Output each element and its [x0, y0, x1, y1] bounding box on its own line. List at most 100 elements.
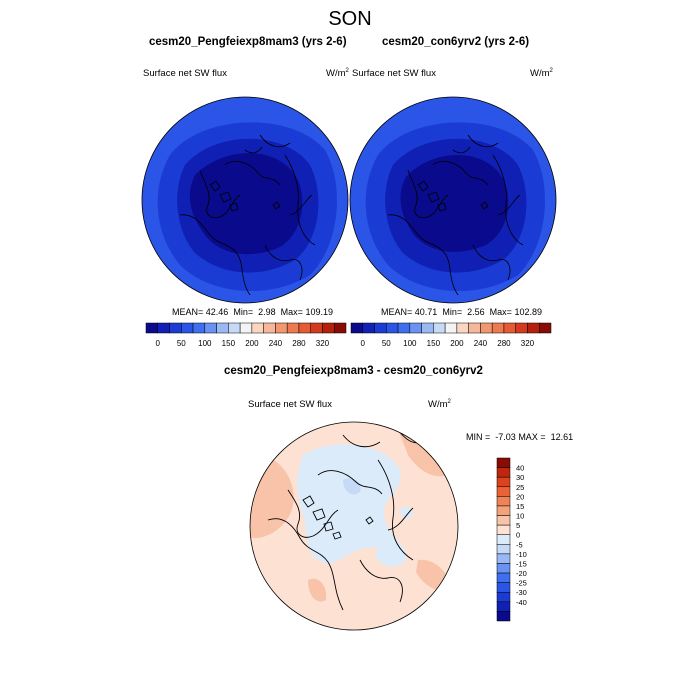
- colorbar-swatch: [239, 322, 253, 334]
- colorbar-swatch: [275, 322, 288, 334]
- colorbar-swatch: [496, 515, 511, 526]
- colorbar-swatch: [496, 563, 511, 574]
- colorbar-swatch: [228, 322, 241, 334]
- colorbar-tick-label: 20: [516, 492, 524, 501]
- colorbar-swatch: [527, 322, 540, 334]
- colorbar-swatch: [145, 322, 159, 334]
- diff-panel-title: cesm20_Pengfeiexp8mam3 - cesm20_con6yrv2: [224, 365, 483, 377]
- colorbar-tick-label: 240: [269, 339, 283, 348]
- diff-panel-units: W/m2: [428, 399, 451, 411]
- colorbar-swatch: [251, 322, 264, 334]
- colorbar-swatch: [496, 544, 511, 555]
- colorbar-swatch: [362, 322, 375, 334]
- colorbar-tick-label: 150: [222, 339, 236, 348]
- colorbar-swatch: [496, 572, 511, 583]
- colorbar-swatch: [397, 322, 411, 334]
- colorbar-swatch: [496, 524, 511, 535]
- colorbar-swatch: [496, 457, 511, 468]
- colorbar-tick-label: -30: [516, 588, 527, 597]
- colorbar-swatch: [322, 322, 335, 334]
- panel-2-polar-map: [349, 96, 557, 304]
- colorbar-swatch: [468, 322, 481, 334]
- colorbar-tick-label: -25: [516, 579, 527, 588]
- colorbar-swatch: [444, 322, 458, 334]
- colorbar-swatch: [350, 322, 364, 334]
- figure-title: SON: [328, 8, 372, 30]
- colorbar-swatch: [374, 322, 387, 334]
- colorbar-swatch: [409, 322, 422, 334]
- panel-1-stats: MEAN= 42.46 Min= 2.98 Max= 109.19: [172, 307, 333, 317]
- colorbar-tick-label: 15: [516, 502, 524, 511]
- colorbar-tick-label: -15: [516, 559, 527, 568]
- colorbar-tick-label: 280: [292, 339, 306, 348]
- colorbar-swatch: [496, 467, 511, 478]
- panel-2-title: cesm20_con6yrv2 (yrs 2-6): [382, 36, 530, 48]
- colorbar-tick-label: 100: [403, 339, 417, 348]
- colorbar-swatch: [204, 322, 217, 334]
- panel-2-units: W/m2: [530, 68, 553, 80]
- panel-1-variable-label: Surface net SW flux: [143, 68, 227, 79]
- diff-panel-stats: MIN = -7.03 MAX = 12.61: [466, 432, 574, 442]
- colorbar-tick-label: 50: [177, 339, 186, 348]
- colorbar-tick-label: -40: [516, 598, 527, 607]
- colorbar-swatch: [515, 322, 528, 334]
- colorbar-swatch: [421, 322, 434, 334]
- diff-polar-map: [249, 421, 459, 631]
- colorbar-swatch: [286, 322, 300, 334]
- colorbar-tick-label: -10: [516, 550, 527, 559]
- colorbar-swatch: [433, 322, 446, 334]
- colorbar-tick-label: 200: [245, 339, 259, 348]
- colorbar-tick-label: 240: [474, 339, 488, 348]
- colorbar-swatch: [169, 322, 182, 334]
- colorbar-swatch: [216, 322, 229, 334]
- colorbar-swatch: [496, 611, 511, 622]
- colorbar-swatch: [496, 496, 511, 507]
- colorbar-swatch: [157, 322, 170, 334]
- colorbar-tick-label: 280: [497, 339, 511, 348]
- panel-1-polar-map: [141, 96, 349, 304]
- colorbar-tick-label: 0: [516, 531, 520, 540]
- colorbar-tick-label: 100: [198, 339, 212, 348]
- colorbar-swatch: [496, 534, 511, 545]
- colorbar-swatch: [503, 322, 516, 334]
- colorbar-tick-label: 320: [316, 339, 330, 348]
- panel-2-stats: MEAN= 40.71 Min= 2.56 Max= 102.89: [381, 307, 542, 317]
- colorbar-tick-label: 0: [156, 339, 161, 348]
- colorbar-tick-label: 10: [516, 512, 524, 521]
- colorbar-tick-label: 25: [516, 483, 524, 492]
- colorbar-swatch: [333, 322, 347, 334]
- colorbar-tick-label: 0: [361, 339, 366, 348]
- panel-1-units: W/m2: [326, 68, 349, 80]
- colorbar-swatch: [496, 601, 511, 612]
- colorbar-swatch: [538, 322, 552, 334]
- colorbar-swatch: [496, 486, 511, 497]
- colorbar-swatch: [310, 322, 323, 334]
- colorbar-swatch: [496, 591, 511, 603]
- colorbar-swatch: [456, 322, 469, 334]
- colorbar-swatch: [496, 582, 511, 593]
- colorbar-swatch: [263, 322, 276, 334]
- colorbar-swatch: [496, 476, 511, 488]
- colorbar-tick-label: 200: [450, 339, 464, 348]
- colorbar-swatch: [386, 322, 399, 334]
- colorbar-tick-label: -5: [516, 540, 523, 549]
- panel-2-variable-label: Surface net SW flux: [352, 68, 436, 79]
- colorbar-tick-label: -20: [516, 569, 527, 578]
- colorbar-swatch: [480, 322, 493, 334]
- panel-2-colorbar: 0 50 100 150 200 240 280 320: [350, 322, 552, 348]
- colorbar-tick-label: 5: [516, 521, 520, 530]
- colorbar-tick-label: 50: [382, 339, 391, 348]
- panel-1-colorbar: 0 50 100 150 200 240 280 320: [145, 322, 347, 348]
- colorbar-tick-label: 40: [516, 464, 524, 473]
- colorbar-swatch: [181, 322, 194, 334]
- colorbar-swatch: [496, 505, 511, 516]
- colorbar-swatch: [491, 322, 505, 334]
- colorbar-tick-label: 150: [427, 339, 441, 348]
- diff-panel-variable-label: Surface net SW flux: [248, 399, 332, 410]
- colorbar-tick-label: 320: [521, 339, 535, 348]
- colorbar-swatch: [192, 322, 206, 334]
- colorbar-swatch: [298, 322, 311, 334]
- panel-1-title: cesm20_Pengfeiexp8mam3 (yrs 2-6): [149, 36, 347, 48]
- colorbar-tick-label: 30: [516, 473, 524, 482]
